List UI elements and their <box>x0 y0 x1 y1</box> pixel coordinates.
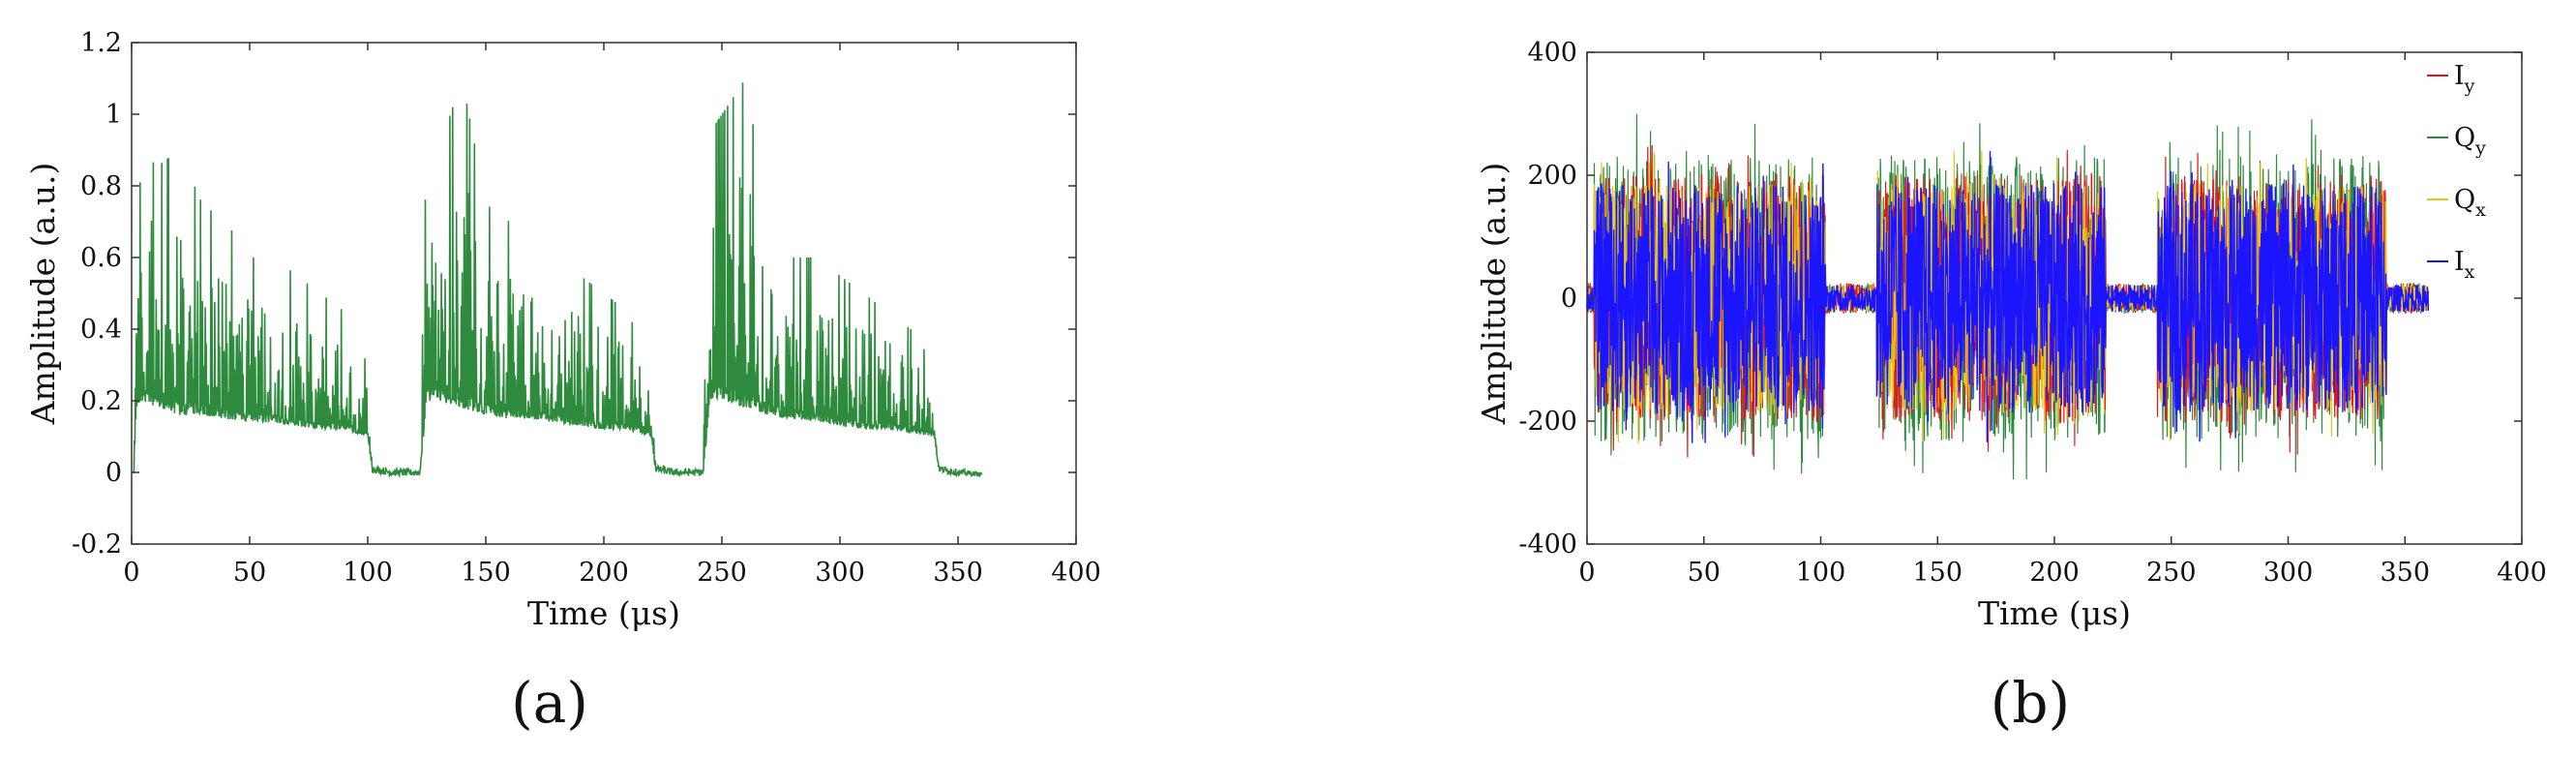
y-tick-label: 1.2 <box>80 28 122 58</box>
legend-b: Iy Qy Qx Ix <box>2427 61 2486 283</box>
y-tick-label: 400 <box>1527 38 1577 68</box>
x-tick-label: 350 <box>2380 558 2430 588</box>
x-tick-label: 50 <box>233 558 266 588</box>
y-tick-label: 0.6 <box>80 243 122 273</box>
y-tick-label: -200 <box>1518 407 1577 437</box>
x-tick-label: 300 <box>2263 558 2314 588</box>
y-tick-label: 0.8 <box>80 171 122 201</box>
x-tick-label: 200 <box>2029 558 2080 588</box>
series-a-layer <box>132 82 983 479</box>
y-tick-label: 1 <box>105 100 122 130</box>
chart-b: 0 50 100 150 200 250 300 350 400-400-2000200400 … <box>1475 38 2547 632</box>
legend-entry: Ix <box>2454 247 2475 283</box>
y-tick-label: 0 <box>105 458 122 488</box>
x-tick-label: 0 <box>1578 558 1595 588</box>
x-tick-label: 250 <box>697 558 747 588</box>
x-tick-label: 350 <box>933 558 983 588</box>
series-line-Ix <box>1586 151 2430 443</box>
panel-label-a: (a) <box>511 670 588 736</box>
legend-entry: Iy <box>2454 61 2475 97</box>
panel-label-b: (b) <box>1991 670 2070 736</box>
x-axis-label-a: Time (μs) <box>527 594 680 632</box>
y-axis-label-b: Amplitude (a.u.) <box>1475 163 1513 426</box>
x-tick-label: 100 <box>1796 558 1846 588</box>
x-tick-label: 150 <box>461 558 511 588</box>
y-axis-label-a: Amplitude (a.u.) <box>24 163 62 426</box>
x-tick-label: 200 <box>579 558 629 588</box>
chart-a: 0 50 100 150 200 250 300 350 400-0.200.20.40.60.… <box>24 28 1101 632</box>
legend-entry: Qy <box>2454 123 2486 159</box>
series-line-a <box>132 82 983 479</box>
y-tick-label: 0 <box>1561 284 1577 314</box>
x-tick-label: 300 <box>815 558 865 588</box>
y-tick-label: -0.2 <box>72 530 122 560</box>
x-tick-label: 250 <box>2146 558 2197 588</box>
x-tick-label: 100 <box>343 558 393 588</box>
x-axis-label-b: Time (μs) <box>1978 594 2131 632</box>
y-tick-label: -400 <box>1518 530 1577 560</box>
plot-area-a <box>131 42 1077 545</box>
x-tick-label: 400 <box>2497 558 2547 588</box>
x-tick-label: 150 <box>1912 558 1962 588</box>
axis-ticks-a: 0 50 100 150 200 250 300 350 400-0.200.20.40.60.… <box>72 28 1101 588</box>
x-tick-label: 0 <box>123 558 139 588</box>
y-tick-label: 0.2 <box>80 386 122 416</box>
series-b-layer <box>1586 113 2430 480</box>
x-tick-label: 50 <box>1688 558 1721 588</box>
legend-entry: Qx <box>2454 185 2486 221</box>
x-tick-label: 400 <box>1051 558 1101 588</box>
y-tick-label: 0.4 <box>80 315 122 345</box>
y-tick-label: 200 <box>1527 161 1577 191</box>
axis-ticks-b: 0 50 100 150 200 250 300 350 400 -400 -200 0 200 400 <box>1518 38 2546 588</box>
